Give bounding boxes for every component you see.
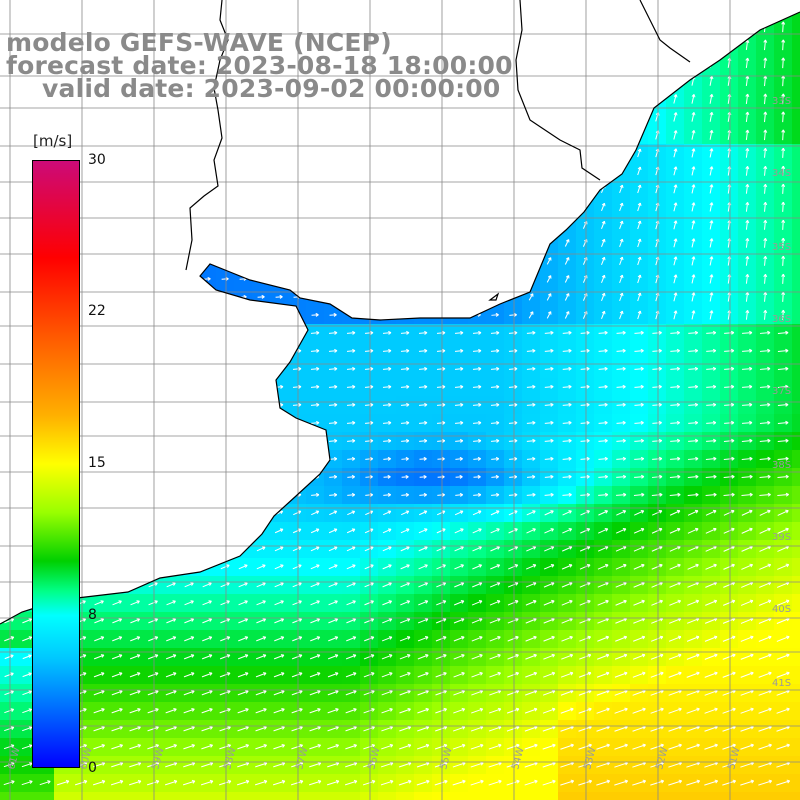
lat-label: 35S xyxy=(772,242,791,253)
colorbar-tick-8: 8 xyxy=(88,607,97,623)
coastline xyxy=(0,0,800,625)
model-title: modelo GEFS-WAVE (NCEP) xyxy=(6,28,392,57)
colorbar-tick-30: 30 xyxy=(88,152,106,168)
colorbar-tick-15: 15 xyxy=(88,455,106,471)
lat-label: 37S xyxy=(772,386,791,397)
valid-date: valid date: 2023-09-02 00:00:00 xyxy=(42,74,501,103)
colorbar-tick-22: 22 xyxy=(88,303,106,319)
lat-label: 41S xyxy=(772,678,791,689)
lat-label: 36S xyxy=(772,314,791,325)
colorbar-unit: [m/s] xyxy=(33,132,73,150)
lat-label: 40S xyxy=(772,604,791,615)
colorbar xyxy=(32,160,80,768)
lat-label: 38S xyxy=(772,460,791,471)
forecast-date: forecast date: 2023-08-18 18:00:00 xyxy=(6,51,513,80)
lat-label: 34S xyxy=(772,168,791,179)
lat-label: 33S xyxy=(772,96,791,107)
lat-label: 39S xyxy=(772,532,791,543)
colorbar-tick-0: 0 xyxy=(88,760,97,776)
